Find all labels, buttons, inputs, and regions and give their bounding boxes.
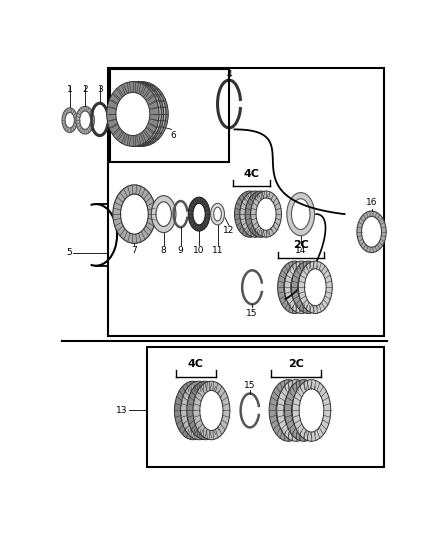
Ellipse shape <box>211 203 225 225</box>
Ellipse shape <box>194 391 217 431</box>
Text: 11: 11 <box>212 246 223 255</box>
Ellipse shape <box>299 389 324 432</box>
Ellipse shape <box>187 381 224 440</box>
Ellipse shape <box>245 198 265 230</box>
Ellipse shape <box>251 198 271 230</box>
Ellipse shape <box>240 191 271 237</box>
Ellipse shape <box>240 198 260 230</box>
Text: 4C: 4C <box>244 168 259 179</box>
Ellipse shape <box>234 191 265 237</box>
Ellipse shape <box>107 82 159 147</box>
Bar <box>110 69 229 161</box>
Text: 4: 4 <box>226 70 232 79</box>
Ellipse shape <box>193 381 230 440</box>
Text: 13: 13 <box>116 406 127 415</box>
Ellipse shape <box>361 216 381 247</box>
Ellipse shape <box>65 112 74 128</box>
Ellipse shape <box>123 92 157 135</box>
Text: 2C: 2C <box>293 240 309 251</box>
Bar <box>108 68 384 336</box>
Ellipse shape <box>284 269 305 306</box>
Ellipse shape <box>188 197 210 231</box>
Ellipse shape <box>278 261 311 313</box>
Ellipse shape <box>76 106 94 134</box>
Text: 3: 3 <box>97 85 102 94</box>
Ellipse shape <box>174 381 212 440</box>
Ellipse shape <box>120 194 148 234</box>
Text: 15: 15 <box>247 309 258 318</box>
Ellipse shape <box>113 82 166 147</box>
Ellipse shape <box>118 92 152 135</box>
Ellipse shape <box>287 192 314 236</box>
Text: 4C: 4C <box>188 359 204 369</box>
Text: 6: 6 <box>170 131 176 140</box>
Text: 15: 15 <box>244 381 256 390</box>
Ellipse shape <box>256 198 276 230</box>
Ellipse shape <box>116 92 150 135</box>
Ellipse shape <box>151 196 176 232</box>
Ellipse shape <box>193 203 205 225</box>
Ellipse shape <box>125 92 159 135</box>
Ellipse shape <box>291 261 325 313</box>
Ellipse shape <box>285 261 318 313</box>
Text: 7: 7 <box>131 246 137 255</box>
Text: 2: 2 <box>82 85 88 94</box>
Ellipse shape <box>214 207 221 221</box>
Ellipse shape <box>156 202 171 227</box>
Text: 16: 16 <box>366 198 377 207</box>
Ellipse shape <box>276 389 301 432</box>
Ellipse shape <box>120 92 155 135</box>
Ellipse shape <box>357 211 386 253</box>
Ellipse shape <box>277 379 315 441</box>
Ellipse shape <box>291 269 312 306</box>
Ellipse shape <box>62 108 78 133</box>
Ellipse shape <box>285 379 323 441</box>
Ellipse shape <box>291 389 316 432</box>
Ellipse shape <box>269 379 307 441</box>
Ellipse shape <box>292 379 331 441</box>
Ellipse shape <box>304 269 326 306</box>
Ellipse shape <box>113 185 156 244</box>
Ellipse shape <box>180 381 218 440</box>
Ellipse shape <box>200 391 223 431</box>
Text: 9: 9 <box>178 246 184 255</box>
Text: 14: 14 <box>295 246 307 255</box>
Ellipse shape <box>181 391 205 431</box>
Ellipse shape <box>111 82 164 147</box>
Ellipse shape <box>291 199 310 230</box>
Ellipse shape <box>187 391 211 431</box>
Ellipse shape <box>116 82 168 147</box>
Ellipse shape <box>298 269 319 306</box>
Text: 5: 5 <box>67 248 72 257</box>
Ellipse shape <box>298 261 332 313</box>
Text: 8: 8 <box>161 246 166 255</box>
Ellipse shape <box>251 191 282 237</box>
Ellipse shape <box>284 389 308 432</box>
Ellipse shape <box>80 111 91 130</box>
Text: 10: 10 <box>193 246 205 255</box>
Ellipse shape <box>109 82 161 147</box>
Ellipse shape <box>245 191 276 237</box>
Bar <box>147 348 384 467</box>
Text: 1: 1 <box>67 85 73 94</box>
Text: 12: 12 <box>223 225 235 235</box>
Text: 2C: 2C <box>288 359 304 369</box>
